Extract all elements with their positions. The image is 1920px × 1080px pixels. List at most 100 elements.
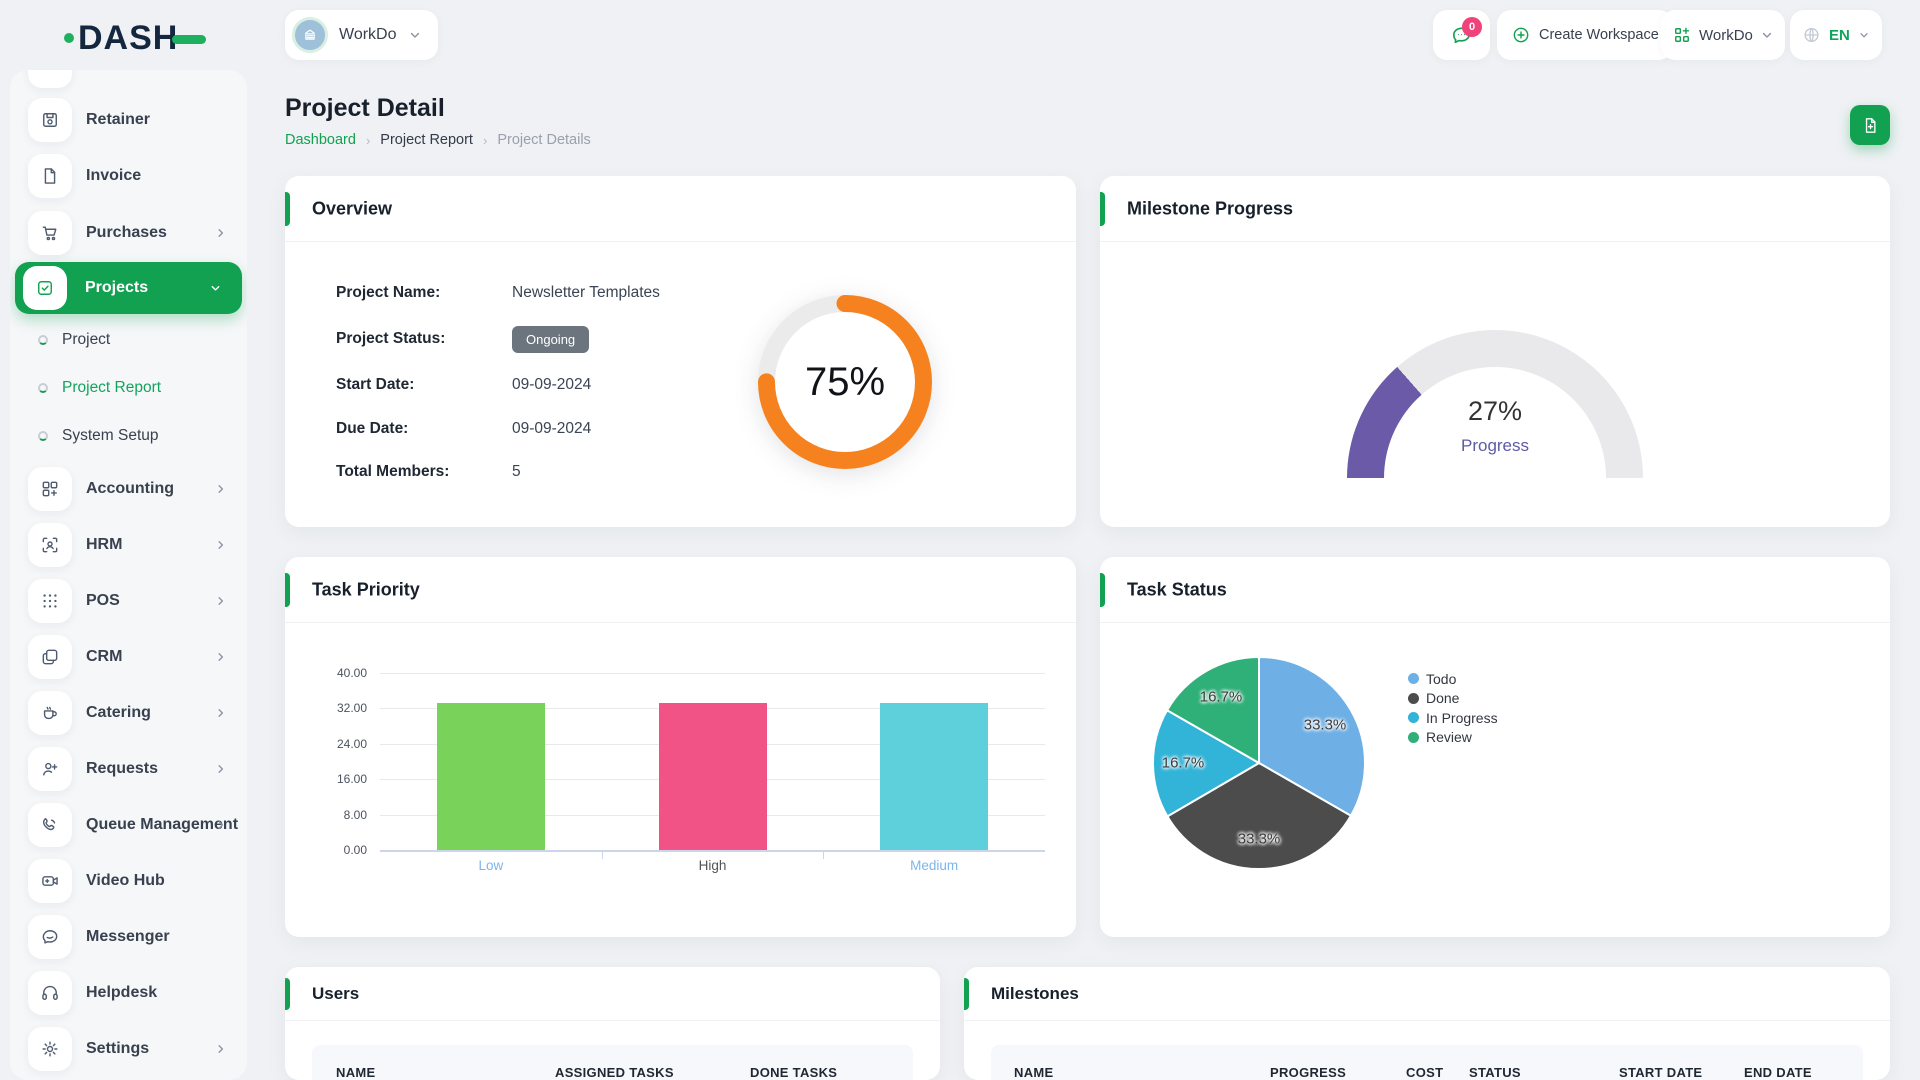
icon-tile — [28, 803, 72, 847]
legend-item-done[interactable]: Done — [1408, 689, 1498, 709]
sidebar-item-invoice[interactable]: Invoice — [10, 150, 247, 202]
chevron-right-icon — [218, 485, 224, 493]
sidebar-item-label: Accounting — [86, 480, 174, 497]
sidebar-item-helpdesk[interactable]: Helpdesk — [10, 967, 247, 1019]
sidebar-item-hrm[interactable]: HRM — [10, 519, 247, 571]
invoice-icon — [44, 168, 56, 184]
pie-slice-todo — [1258, 655, 1366, 818]
sidebar-item-label: Queue Management — [86, 816, 239, 833]
legend-label: Todo — [1426, 670, 1457, 687]
helpdesk-icon — [42, 985, 58, 1000]
icon-tile — [28, 467, 72, 511]
icon-tile — [28, 1027, 72, 1071]
column-header-start-date: START DATE — [1619, 1065, 1703, 1080]
retainer-icon — [43, 113, 57, 127]
sidebar-item-settings[interactable]: Settings — [10, 1023, 247, 1075]
pie-slice-in-progress — [1152, 708, 1261, 818]
sidebar-item-requests[interactable]: Requests — [10, 743, 247, 795]
sidebar-item-video-hub[interactable]: Video Hub — [10, 855, 247, 907]
completion-donut-chart: 75% — [750, 287, 940, 477]
export-button[interactable] — [1850, 105, 1890, 145]
language-code: EN — [1829, 26, 1850, 44]
chevron-right-icon — [218, 597, 224, 605]
globe-icon — [1804, 27, 1819, 43]
icon-tile — [28, 635, 72, 679]
logo[interactable]: DASH — [64, 16, 207, 60]
chevron-right-icon — [218, 709, 224, 717]
queue-icon — [42, 818, 56, 831]
bar-high — [658, 702, 767, 850]
legend-item-review[interactable]: Review — [1408, 728, 1498, 748]
sidebar-item-purchases[interactable]: Purchases — [10, 207, 247, 259]
sidebar-item-accounting[interactable]: Accounting — [10, 463, 247, 515]
overview-field-label: Project Status: — [336, 330, 446, 347]
sidebar-subitem-system-setup[interactable]: System Setup — [10, 416, 247, 456]
milestone-percent: 27% — [1467, 396, 1523, 426]
sidebar-item-queue-management[interactable]: Queue Management — [10, 799, 247, 851]
sidebar-item-label: Helpdesk — [86, 984, 158, 1001]
sidebar-item-messenger[interactable]: Messenger — [10, 911, 247, 963]
chevron-down-icon — [1860, 33, 1868, 38]
pie-slice-done — [1166, 761, 1353, 871]
plus-circle-icon — [1513, 27, 1529, 43]
create-workspace-button[interactable]: Create Workspace — [1497, 10, 1673, 60]
pie-slice-review — [1165, 655, 1260, 765]
requests-icon — [43, 762, 58, 776]
chevron-right-icon — [218, 821, 224, 829]
milestones-card-header: Milestones — [964, 967, 1890, 1021]
task-priority-title: Task Priority — [312, 579, 420, 599]
overview-field-value: 09-09-2024 — [512, 376, 592, 393]
sidebar-item-pos[interactable]: POS — [10, 575, 247, 627]
settings-icon — [42, 1041, 58, 1057]
column-header-done-tasks: DONE TASKS — [750, 1065, 838, 1080]
logo-dash-icon — [172, 34, 207, 44]
icon-tile — [28, 98, 72, 142]
sidebar-item-crm[interactable]: CRM — [10, 631, 247, 683]
legend-dot-icon — [1408, 731, 1419, 743]
milestone-progress-label: Progress — [1460, 436, 1530, 455]
pie-slice-label: 33.3% — [1303, 716, 1347, 734]
sidebar-subitem-project-report[interactable]: Project Report — [10, 368, 247, 408]
sidebar-subitem-label: Project Report — [62, 379, 162, 396]
users-table-header: NAME ASSIGNED TASKS DONE TASKS — [312, 1045, 913, 1080]
y-axis-tick-label: 0.00 — [343, 843, 367, 857]
milestone-progress-card: Milestone Progress 27% Progress — [1100, 176, 1890, 527]
icon-tile — [28, 747, 72, 791]
projects-icon — [38, 281, 52, 295]
y-axis-tick-label: 8.00 — [343, 807, 367, 822]
milestones-title: Milestones — [991, 983, 1079, 1003]
legend-item-todo[interactable]: Todo — [1408, 669, 1498, 689]
icon-tile — [28, 523, 72, 567]
sidebar-item-catering[interactable]: Catering — [10, 687, 247, 739]
overview-field-value: Newsletter Templates — [512, 284, 660, 301]
sidebar-item-retainer[interactable]: Retainer — [10, 94, 247, 146]
workspace-switcher[interactable]: WorkDo — [285, 10, 438, 60]
sidebar-subitem-label: System Setup — [62, 427, 159, 444]
workdo-menu-button[interactable]: WorkDo — [1661, 10, 1785, 60]
breadcrumb-dashboard[interactable]: Dashboard — [285, 132, 356, 148]
language-selector[interactable]: EN — [1790, 10, 1882, 60]
legend-item-in-progress[interactable]: In Progress — [1408, 708, 1498, 728]
icon-tile — [28, 211, 72, 255]
sidebar-item-label: POS — [86, 592, 120, 609]
building-icon — [305, 29, 315, 40]
project-status-badge: Ongoing — [512, 325, 590, 353]
messages-button[interactable]: 0 — [1433, 10, 1490, 60]
task-status-title: Task Status — [1127, 579, 1227, 599]
create-workspace-label: Create Workspace — [1539, 27, 1659, 43]
column-header-name: NAME — [336, 1065, 376, 1080]
sidebar-item-projects[interactable]: Projects — [15, 262, 242, 314]
sidebar-item-label: Invoice — [86, 167, 142, 184]
column-header-assigned-tasks: ASSIGNED TASKS — [555, 1065, 674, 1080]
overview-field-label: Project Name: — [336, 284, 441, 301]
overview-field-row: Due Date: 09-09-2024 — [336, 417, 591, 441]
x-axis-category-label: Medium — [910, 858, 959, 873]
task-priority-card: Task Priority 0.00 8.00 16.00 24.00 32.00 40.… — [285, 557, 1076, 937]
task-status-card: Task Status 33.3% 33.3% 16.7% 16.7% Todo Don… — [1100, 557, 1890, 937]
sidebar-subitem-label: Project — [62, 331, 111, 348]
sidebar-subitem-project[interactable]: Project — [10, 320, 247, 360]
users-title: Users — [312, 983, 360, 1003]
legend-label: In Progress — [1426, 709, 1498, 726]
icon-tile — [28, 859, 72, 903]
breadcrumb-project-report[interactable]: Project Report — [380, 132, 473, 148]
